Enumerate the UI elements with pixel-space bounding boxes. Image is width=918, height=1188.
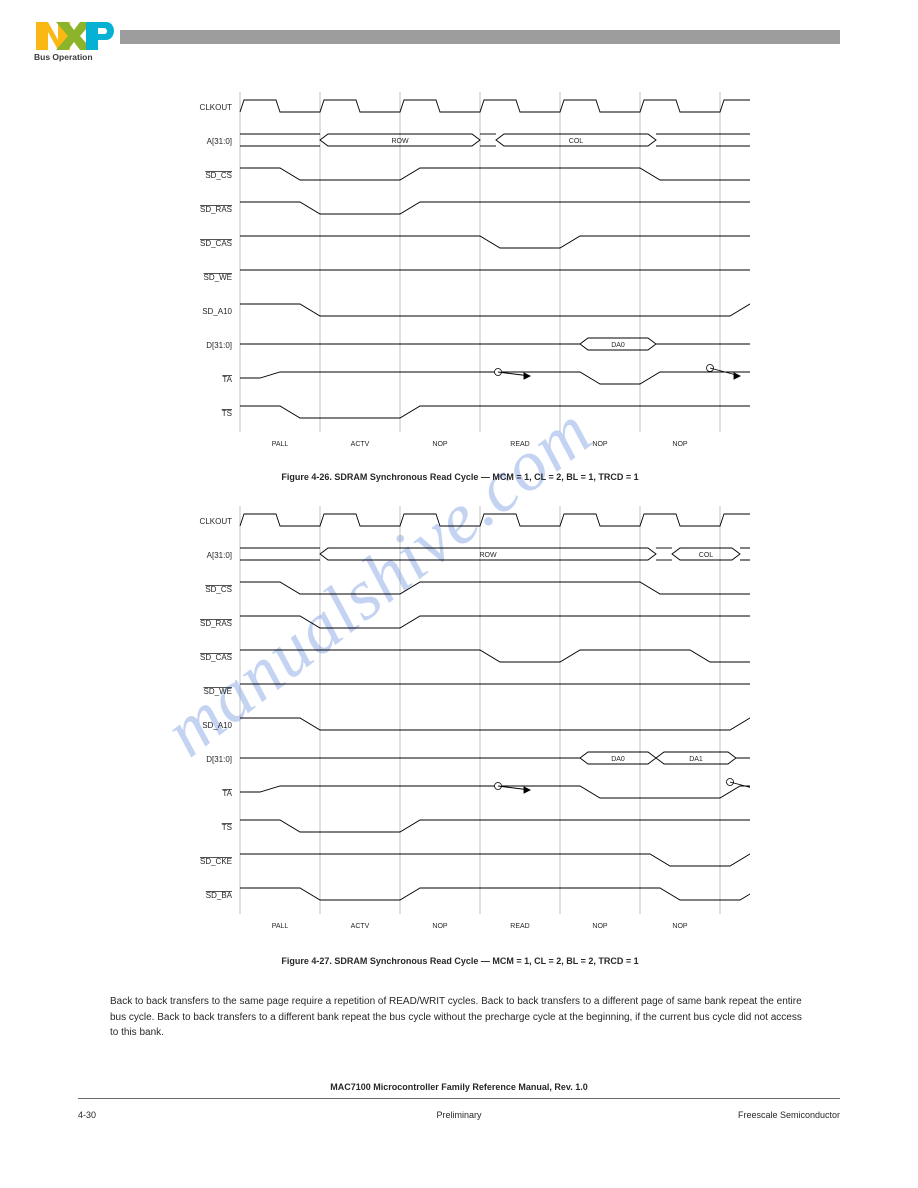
svg-text:CLKOUT: CLKOUT <box>200 517 233 526</box>
footer-title: MAC7100 Microcontroller Family Reference… <box>78 1082 840 1092</box>
svg-text:D[31:0]: D[31:0] <box>206 341 232 350</box>
svg-text:SD_CS: SD_CS <box>205 585 232 594</box>
svg-text:SD_BA: SD_BA <box>206 891 233 900</box>
svg-text:CLKOUT: CLKOUT <box>200 103 233 112</box>
svg-text:A[31:0]: A[31:0] <box>207 551 232 560</box>
footer-company: Freescale Semiconductor <box>738 1110 840 1120</box>
svg-text:READ: READ <box>510 923 529 930</box>
svg-text:NOP: NOP <box>432 441 448 448</box>
svg-text:SD_CAS: SD_CAS <box>200 239 232 248</box>
svg-text:COL: COL <box>699 552 714 559</box>
svg-text:ACTV: ACTV <box>351 923 370 930</box>
svg-text:A[31:0]: A[31:0] <box>207 137 232 146</box>
timing-diagram-26: PALLACTVNOPREADNOPNOPPALLCLKOUTA[31:0]RO… <box>150 86 750 466</box>
svg-text:NOP: NOP <box>592 923 608 930</box>
svg-text:NOP: NOP <box>672 441 688 448</box>
svg-text:DA1: DA1 <box>689 756 703 763</box>
svg-text:TA: TA <box>222 789 232 798</box>
svg-text:TS: TS <box>222 823 232 832</box>
svg-text:DA0: DA0 <box>611 756 625 763</box>
svg-text:SD_A10: SD_A10 <box>202 307 232 316</box>
svg-text:ACTV: ACTV <box>351 441 370 448</box>
svg-text:SD_WE: SD_WE <box>204 687 232 696</box>
svg-text:NOP: NOP <box>432 923 448 930</box>
svg-text:READ: READ <box>510 441 529 448</box>
svg-text:SD_RAS: SD_RAS <box>200 619 232 628</box>
fig27-caption: Figure 4-27. SDRAM Synchronous Read Cycl… <box>200 956 720 966</box>
svg-text:PALL: PALL <box>272 441 289 448</box>
section-header: Bus Operation <box>34 52 93 62</box>
svg-text:SD_CKE: SD_CKE <box>200 857 232 866</box>
svg-text:SD_RAS: SD_RAS <box>200 205 232 214</box>
svg-text:PALL: PALL <box>272 923 289 930</box>
svg-text:SD_WE: SD_WE <box>204 273 232 282</box>
svg-text:SD_CAS: SD_CAS <box>200 653 232 662</box>
svg-text:COL: COL <box>569 138 584 145</box>
body-paragraph: Back to back transfers to the same page … <box>110 994 810 1041</box>
svg-text:TS: TS <box>222 409 232 418</box>
nxp-logo <box>34 18 114 54</box>
timing-diagram-27: PALLACTVNOPREADNOPNOPPALLCLKOUTA[31:0]RO… <box>150 500 750 950</box>
svg-text:DA0: DA0 <box>611 342 625 349</box>
svg-text:SD_CS: SD_CS <box>205 171 232 180</box>
footer-center: Preliminary <box>78 1110 840 1120</box>
svg-text:D[31:0]: D[31:0] <box>206 755 232 764</box>
svg-text:TA: TA <box>222 375 232 384</box>
svg-text:ROW: ROW <box>479 552 497 559</box>
footer-rule <box>78 1098 840 1099</box>
figure-26: PALLACTVNOPREADNOPNOPPALLCLKOUTA[31:0]RO… <box>150 86 750 471</box>
svg-text:NOP: NOP <box>672 923 688 930</box>
svg-text:SD_A10: SD_A10 <box>202 721 232 730</box>
svg-text:NOP: NOP <box>592 441 608 448</box>
figure-27: PALLACTVNOPREADNOPNOPPALLCLKOUTA[31:0]RO… <box>150 500 750 955</box>
fig26-caption: Figure 4-26. SDRAM Synchronous Read Cycl… <box>200 472 720 482</box>
header-rule <box>120 30 840 44</box>
svg-text:ROW: ROW <box>391 138 409 145</box>
